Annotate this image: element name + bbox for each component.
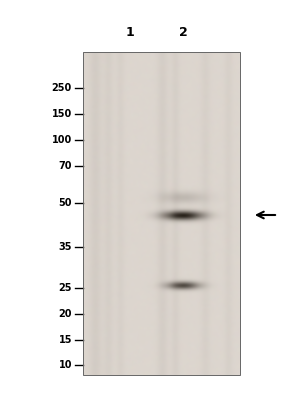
- Text: 250: 250: [52, 83, 72, 93]
- Text: 25: 25: [59, 283, 72, 293]
- Text: 150: 150: [52, 109, 72, 119]
- Text: 35: 35: [59, 242, 72, 252]
- Text: 70: 70: [59, 161, 72, 171]
- Text: 10: 10: [59, 360, 72, 370]
- Text: 15: 15: [59, 335, 72, 345]
- Text: 20: 20: [59, 309, 72, 319]
- Text: 1: 1: [126, 26, 134, 38]
- Text: 2: 2: [179, 26, 187, 38]
- Bar: [83, 52, 240, 375]
- Text: 100: 100: [52, 135, 72, 145]
- Text: 50: 50: [59, 198, 72, 208]
